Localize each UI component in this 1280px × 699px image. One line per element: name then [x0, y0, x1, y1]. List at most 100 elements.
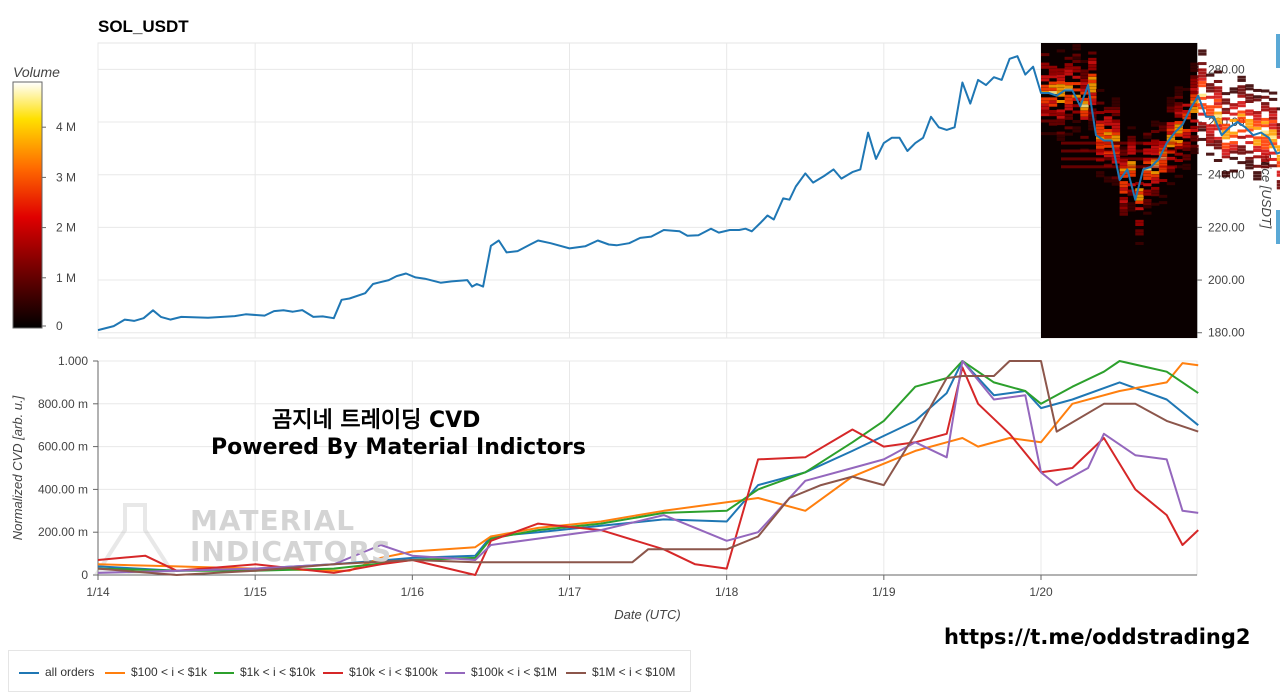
heatmap-cell [1237, 113, 1246, 117]
heatmap-cell [1261, 140, 1270, 144]
heatmap-cell [1072, 44, 1081, 48]
heatmap-cell [1080, 107, 1089, 111]
heatmap-cell [1088, 121, 1097, 125]
heatmap-cell [1237, 94, 1246, 98]
heatmap-cell [1245, 93, 1254, 97]
heatmap-cell [1096, 88, 1105, 92]
heatmap-cell [1253, 174, 1262, 178]
heatmap-cell [1072, 94, 1081, 98]
heatmap-cell [1221, 155, 1231, 159]
legend-item-100-1k[interactable]: $100 < i < $1k [105, 665, 207, 679]
heatmap-cell [1245, 156, 1254, 160]
heatmap-cell [1198, 112, 1207, 116]
heatmap-cell [1190, 87, 1199, 91]
legend-label: $100 < i < $1k [131, 665, 208, 679]
chart-title: SOL_USDT [98, 17, 189, 36]
heatmap-cell [1276, 173, 1280, 177]
heatmap-cell [1190, 62, 1199, 66]
heatmap-cell [1151, 186, 1160, 190]
heatmap-cell [1276, 107, 1280, 111]
heatmap-cell [1056, 122, 1066, 126]
heatmap-cell [1245, 96, 1254, 100]
heatmap-cell [1135, 229, 1144, 233]
telegram-link[interactable]: https://t.me/oddstrading2 [944, 625, 1251, 649]
heatmap-cell [1056, 84, 1066, 88]
heatmap-cell [1041, 110, 1050, 114]
heatmap-cell [1103, 135, 1113, 139]
toolbar-tab-top[interactable] [1276, 34, 1280, 68]
heatmap-cell [1190, 147, 1199, 151]
heatmap-cell [1174, 133, 1183, 137]
x-tick-label: 1/19 [872, 585, 896, 599]
heatmap-cell [1261, 146, 1270, 150]
heatmap-cell [1072, 47, 1081, 51]
toolbar-tab-bottom[interactable] [1276, 210, 1280, 244]
legend-item-1m-10m[interactable]: $1M < i < $10M [566, 665, 675, 679]
legend-item-1k-10k[interactable]: $1k < i < $10k [214, 665, 315, 679]
heatmap-cell [1143, 205, 1152, 209]
heatmap-cell [1190, 84, 1199, 88]
heatmap-cell [1182, 135, 1191, 139]
heatmap-cell [1198, 71, 1207, 75]
heatmap-cell [1276, 154, 1280, 158]
heatmap-cell [1237, 161, 1246, 165]
heatmap-cell [1096, 101, 1105, 105]
heatmap-cell [1056, 71, 1066, 75]
heatmap-cell [1206, 105, 1215, 109]
heatmap-cell [1111, 100, 1121, 104]
overlay-subtitle: Powered By Material Indictors [211, 435, 586, 460]
heatmap-cell [1221, 117, 1231, 121]
heatmap-cell [1174, 130, 1183, 134]
heatmap-cell [1103, 116, 1113, 120]
heatmap-cell [1213, 98, 1223, 102]
heatmap-band [1061, 149, 1177, 153]
heatmap-cell [1261, 155, 1270, 159]
cvd-tick-label: 800.00 m [38, 397, 88, 411]
heatmap-cell [1245, 100, 1254, 103]
heatmap-cell [1056, 93, 1066, 97]
heatmap-cell [1119, 206, 1128, 210]
watermark-line-1: MATERIAL [190, 504, 356, 537]
heatmap-cell [1190, 128, 1199, 132]
heatmap-cell [1080, 135, 1089, 139]
heatmap-cell [1229, 87, 1238, 91]
heatmap-cell [1056, 115, 1066, 119]
heatmap-cell [1166, 109, 1176, 113]
heatmap-cell [1151, 174, 1160, 178]
heatmap-cell [1261, 108, 1270, 112]
heatmap-cell [1072, 56, 1081, 60]
heatmap-cell [1064, 116, 1073, 120]
heatmap-cell [1268, 107, 1278, 111]
heatmap-cell [1158, 125, 1168, 129]
heatmap-cell [1190, 94, 1199, 98]
heatmap-cell [1151, 139, 1160, 143]
heatmap-cell [1127, 192, 1136, 196]
heatmap-cell [1096, 171, 1105, 175]
heatmap-cell [1151, 177, 1160, 181]
heatmap-cell [1111, 151, 1121, 155]
heatmap-cell [1198, 84, 1207, 88]
heatmap-cell [1072, 126, 1081, 130]
price-tick-label: 180.00 [1208, 326, 1245, 340]
heatmap-cell [1119, 212, 1128, 216]
heatmap-cell [1237, 148, 1246, 152]
heatmap-cell [1064, 101, 1073, 105]
legend: all orders $100 < i < $1k $1k < i < $10k… [8, 650, 691, 692]
legend-item-10k-100k[interactable]: $10k < i < $100k [323, 665, 438, 679]
heatmap-cell [1041, 75, 1050, 79]
heatmap-cell [1080, 85, 1089, 89]
legend-item-all-orders[interactable]: all orders [19, 665, 94, 679]
heatmap-cell [1088, 57, 1097, 61]
legend-item-100k-1m[interactable]: $100k < i < $1M [445, 665, 557, 679]
heatmap-cell [1056, 77, 1066, 81]
heatmap-cell [1158, 122, 1168, 126]
heatmap-cell [1088, 102, 1097, 106]
heatmap-cell [1213, 70, 1223, 74]
heatmap-cell [1119, 200, 1128, 204]
heatmap-cell [1072, 75, 1081, 79]
heatmap-cell [1245, 125, 1254, 129]
heatmap-cell [1261, 102, 1270, 106]
heatmap-cell [1190, 119, 1199, 123]
heatmap-cell [1213, 92, 1223, 96]
heatmap-cell [1080, 113, 1089, 117]
